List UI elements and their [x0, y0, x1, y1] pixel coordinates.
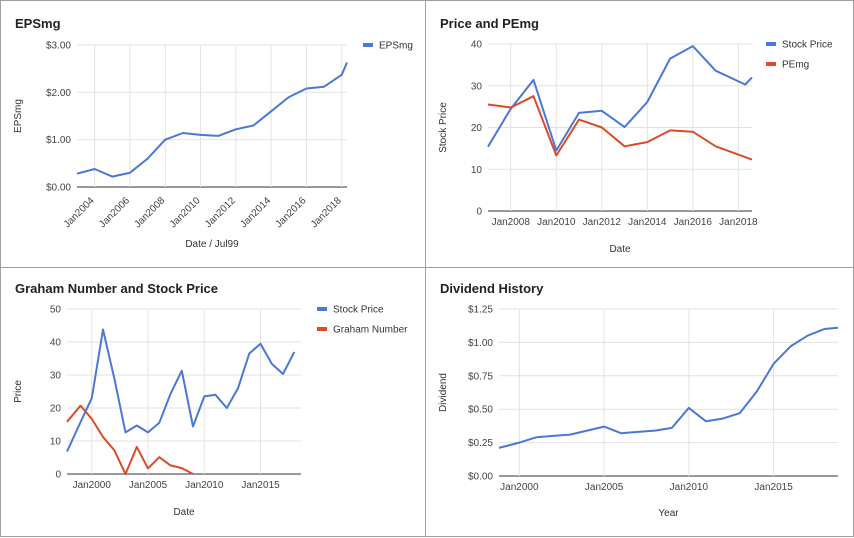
x-tick-label: Jan2000	[73, 480, 112, 491]
x-tick-label: Jan2014	[238, 195, 273, 230]
y-tick-label: 20	[50, 404, 62, 415]
y-tick-label: $1.00	[468, 338, 493, 349]
chart-panel-eps: EPSmg $0.00 $1.00 $2.00 $3.00 Jan2004 Jan2006…	[0, 0, 426, 268]
y-tick-label: 20	[471, 123, 483, 134]
chart-title: Price and PEmg	[440, 16, 539, 31]
y-tick-label: 40	[471, 40, 483, 51]
x-tick-label: Jan2010	[185, 480, 224, 491]
y-tick-label: $0.00	[468, 472, 493, 483]
x-tick-label: Jan2012	[583, 217, 622, 228]
y-axis-label: Stock Price	[438, 102, 449, 153]
y-axis-label: Price	[13, 380, 24, 403]
y-tick-label: 0	[55, 470, 61, 481]
x-axis-label: Date	[173, 507, 195, 518]
x-tick-label: Jan2010	[670, 482, 709, 493]
x-tick-label: Jan2010	[537, 217, 576, 228]
graham-chart: Graham Number and Stock Price 0 10 20 30 40 5…	[13, 281, 408, 518]
legend-swatch	[317, 307, 327, 311]
legend-label: PEmg	[782, 60, 809, 71]
y-axis-label: EPSmg	[13, 99, 24, 133]
y-tick-label: $0.00	[46, 183, 71, 194]
chart-panel-price-pe: Price and PEmg 0 10 20 30 40 Jan2008 Jan2010 Ja…	[425, 0, 854, 268]
x-tick-label: Jan2015	[241, 480, 280, 491]
x-tick-label: Jan2005	[585, 482, 624, 493]
x-tick-label: Jan2012	[203, 195, 238, 230]
x-tick-label: Jan2008	[492, 217, 531, 228]
chart-title: EPSmg	[15, 16, 61, 31]
x-tick-label: Jan2015	[754, 482, 793, 493]
chart-title: Dividend History	[440, 281, 544, 296]
x-tick-label: Jan2018	[719, 217, 758, 228]
y-tick-label: 30	[50, 371, 62, 382]
series-line	[498, 326, 839, 449]
x-tick-label: Jan2010	[168, 195, 203, 230]
chart-title: Graham Number and Stock Price	[15, 281, 218, 296]
eps-chart: EPSmg $0.00 $1.00 $2.00 $3.00 Jan2004 Jan2006…	[13, 16, 413, 250]
x-tick-label: Jan2008	[132, 195, 167, 230]
x-tick-label: Jan2016	[274, 195, 309, 230]
y-tick-label: 50	[50, 305, 62, 316]
legend-label: Stock Price	[333, 305, 384, 316]
legend-swatch	[766, 42, 776, 46]
series-line	[487, 95, 753, 161]
x-axis-label: Date / Jul99	[185, 239, 239, 250]
series-line	[487, 45, 753, 152]
chart-panel-graham: Graham Number and Stock Price 0 10 20 30 40 5…	[0, 267, 426, 537]
y-tick-label: $2.00	[46, 88, 71, 99]
series-line	[76, 62, 348, 178]
x-axis-label: Year	[658, 508, 679, 519]
y-tick-label: $1.25	[468, 305, 493, 316]
x-tick-label: Jan2006	[97, 195, 132, 230]
y-tick-label: 30	[471, 81, 483, 92]
y-tick-label: $0.50	[468, 405, 493, 416]
y-tick-label: $0.25	[468, 438, 493, 449]
legend-swatch	[766, 62, 776, 66]
x-tick-label: Jan2005	[129, 480, 168, 491]
y-tick-label: $1.00	[46, 135, 71, 146]
x-tick-label: Jan2000	[500, 482, 539, 493]
legend-label: Graham Number	[333, 325, 408, 336]
chart-panel-dividend: Dividend History $0.00 $0.25 $0.50 $0.75 $1.…	[425, 267, 854, 537]
legend-swatch	[363, 43, 373, 47]
y-tick-label: $0.75	[468, 371, 493, 382]
series-line	[66, 328, 296, 453]
x-tick-label: Jan2014	[628, 217, 667, 228]
price-pe-chart: Price and PEmg 0 10 20 30 40 Jan2008 Jan2010 Ja…	[438, 16, 833, 255]
y-axis-label: Dividend	[438, 373, 449, 412]
y-tick-label: 10	[50, 437, 62, 448]
legend-label: Stock Price	[782, 40, 833, 51]
x-tick-label: Jan2018	[309, 195, 344, 230]
x-tick-label: Jan2016	[674, 217, 713, 228]
legend-swatch	[317, 327, 327, 331]
series-line	[66, 404, 194, 475]
y-tick-label: 40	[50, 338, 62, 349]
y-tick-label: $3.00	[46, 41, 71, 52]
y-tick-label: 10	[471, 165, 483, 176]
x-axis-label: Date	[609, 244, 631, 255]
legend-label: EPSmg	[379, 41, 413, 52]
y-tick-label: 0	[476, 207, 482, 218]
x-tick-label: Jan2004	[62, 195, 97, 230]
dividend-chart: Dividend History $0.00 $0.25 $0.50 $0.75 $1.…	[438, 281, 839, 519]
